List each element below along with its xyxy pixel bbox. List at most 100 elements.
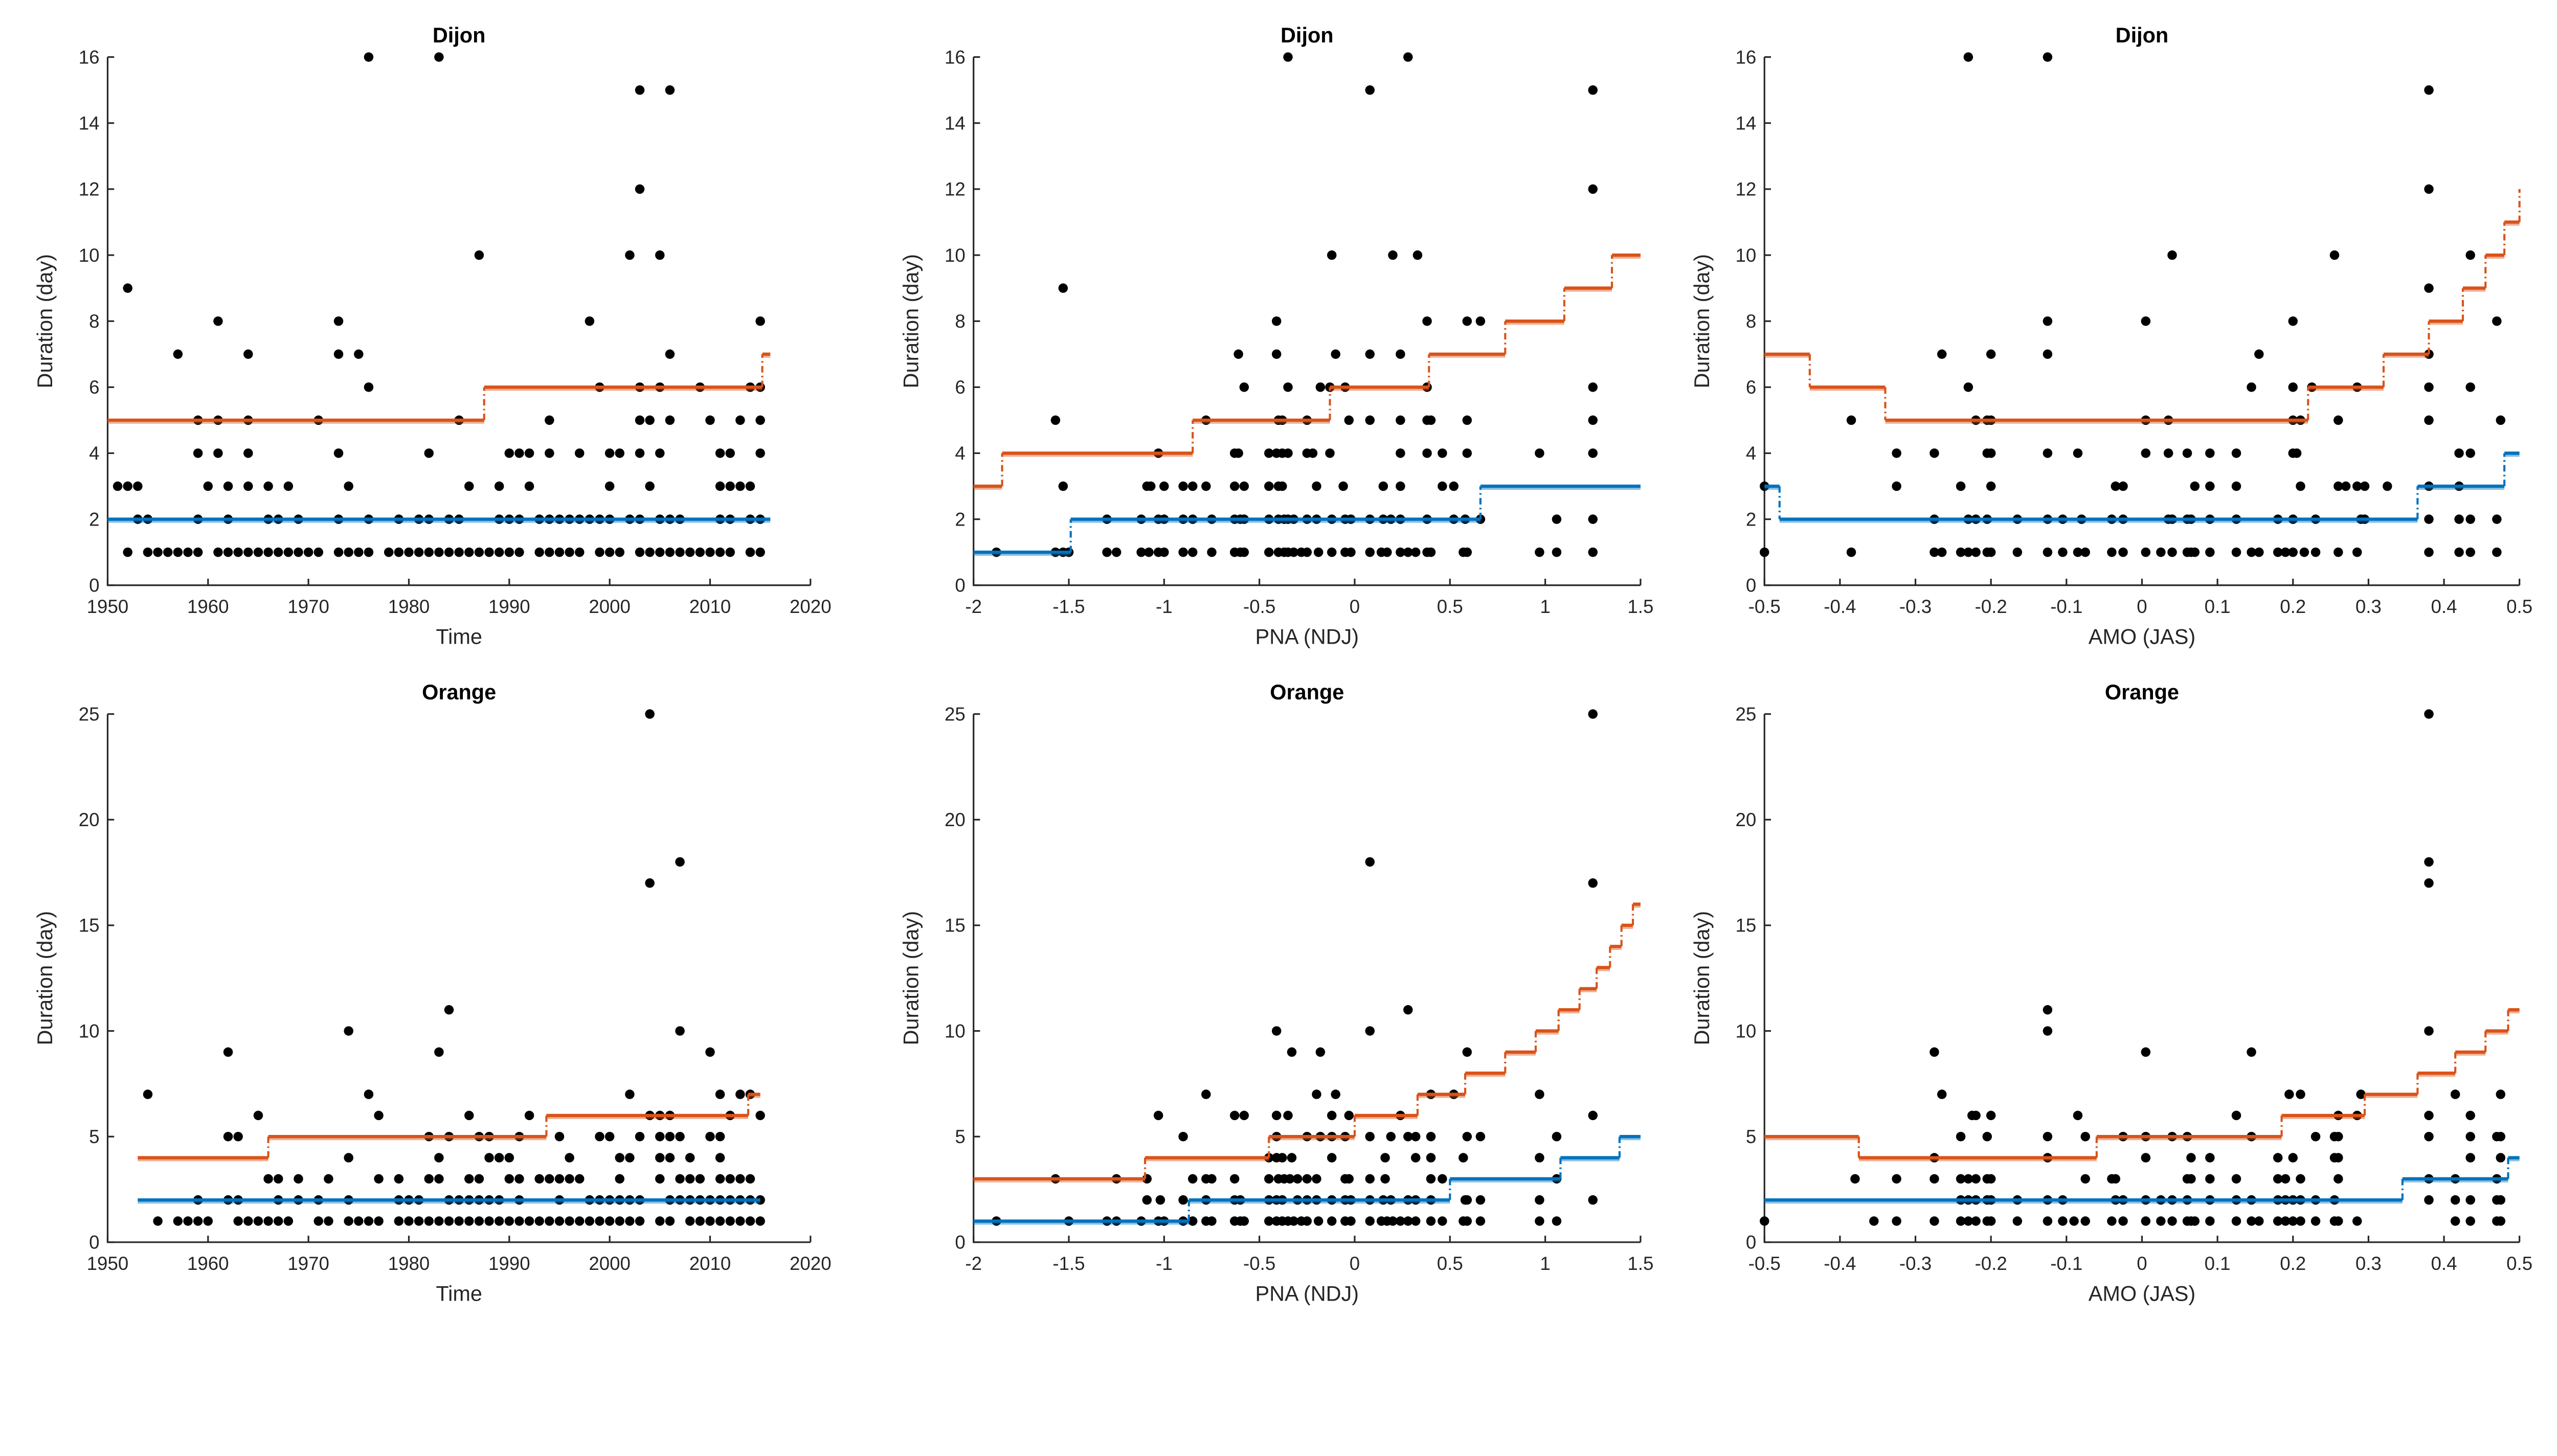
data-point <box>253 1216 263 1226</box>
data-point <box>2107 547 2117 557</box>
data-point <box>2156 547 2166 557</box>
data-point <box>705 1131 715 1142</box>
x-tick-label: 0.3 <box>2356 596 2382 617</box>
data-point <box>364 1216 374 1226</box>
data-point <box>173 547 183 557</box>
data-point <box>2465 250 2475 260</box>
data-point <box>655 1131 665 1142</box>
data-point <box>2424 415 2434 425</box>
data-point <box>1365 415 1375 425</box>
data-point <box>2334 1216 2343 1226</box>
data-point <box>2205 481 2215 491</box>
data-point <box>715 1216 725 1226</box>
x-tick-label: 1.5 <box>1627 1253 1653 1274</box>
data-point <box>1285 1174 1295 1184</box>
data-point <box>2296 1216 2305 1226</box>
y-axis-label: Duration (day) <box>1690 254 1714 389</box>
data-point <box>1396 349 1405 359</box>
y-axis-label: Duration (day) <box>899 254 923 389</box>
x-axis-label: AMO (JAS) <box>2089 1282 2195 1306</box>
data-point <box>193 1216 203 1226</box>
y-axis-label: Duration (day) <box>33 911 57 1045</box>
data-point <box>1178 1131 1188 1142</box>
data-point <box>1963 52 1973 62</box>
figure: 1950 1960 1970 1980 1990 2000 2010 202002468101… <box>33 23 2532 1306</box>
subplot-title: Orange <box>2105 680 2179 704</box>
data-point <box>514 547 524 557</box>
y-tick-label: 5 <box>1746 1126 1756 1147</box>
data-point <box>755 415 765 425</box>
data-point <box>1403 52 1413 62</box>
data-point <box>1986 1110 1996 1121</box>
data-point <box>163 547 173 557</box>
data-point <box>2465 1110 2475 1121</box>
data-point <box>474 1216 484 1226</box>
step-line-median <box>973 484 1641 556</box>
data-point <box>1403 547 1413 557</box>
data-point <box>715 481 725 491</box>
data-point <box>625 1153 635 1163</box>
data-point <box>715 547 725 557</box>
data-point <box>1535 1195 1544 1205</box>
data-point <box>1475 316 1486 326</box>
x-tick-label: -2 <box>965 1253 982 1274</box>
data-point <box>1239 382 1249 392</box>
data-point <box>1462 1131 1472 1142</box>
data-point <box>735 1216 745 1226</box>
data-point <box>1187 1216 1198 1226</box>
y-tick-label: 0 <box>89 1232 99 1253</box>
data-point <box>2111 1174 2121 1184</box>
data-point <box>675 1131 685 1142</box>
data-point <box>464 547 474 557</box>
data-point <box>735 415 745 425</box>
data-point <box>2424 283 2434 293</box>
data-point <box>745 1174 755 1184</box>
data-point <box>565 547 574 557</box>
data-point <box>2465 448 2475 458</box>
x-tick-label: 1 <box>1540 596 1550 617</box>
data-point <box>1308 448 1318 458</box>
data-point <box>374 1174 384 1184</box>
data-point <box>755 448 765 458</box>
data-point <box>1410 1131 1421 1142</box>
data-point <box>394 1174 404 1184</box>
data-point <box>2465 514 2475 524</box>
data-point <box>1142 1195 1152 1205</box>
data-point <box>324 1174 333 1184</box>
scatter-points <box>113 52 765 557</box>
data-point <box>1956 547 1966 557</box>
x-tick-label: 0.2 <box>2280 1253 2306 1274</box>
y-tick-label: 10 <box>1736 245 1757 266</box>
x-tick-label: 2000 <box>589 596 631 617</box>
data-point <box>354 349 364 359</box>
data-point <box>2167 1216 2177 1226</box>
data-point <box>1956 481 1966 491</box>
data-point <box>1388 1216 1398 1226</box>
step-line-upper <box>973 902 1641 1182</box>
data-point <box>1588 547 1598 557</box>
data-point <box>1396 481 1405 491</box>
data-point <box>1239 481 1249 491</box>
data-point <box>685 1153 695 1163</box>
data-point <box>585 1216 595 1226</box>
x-tick-label: 0 <box>1350 1253 1360 1274</box>
data-point <box>534 1174 544 1184</box>
data-point <box>1892 1216 1901 1226</box>
data-point <box>1315 382 1326 392</box>
data-point <box>1277 481 1287 491</box>
data-point <box>153 547 163 557</box>
x-tick-label: 1.5 <box>1627 596 1653 617</box>
data-point <box>1552 514 1562 524</box>
data-point <box>1239 547 1249 557</box>
data-point <box>1264 481 1274 491</box>
data-point <box>635 1216 645 1226</box>
data-point <box>464 1110 474 1121</box>
y-tick-label: 5 <box>955 1126 965 1147</box>
data-point <box>1283 382 1293 392</box>
data-point <box>1396 1216 1405 1226</box>
data-point <box>1956 1131 1966 1142</box>
data-point <box>233 1216 243 1226</box>
x-tick-label: 0.2 <box>2280 596 2306 617</box>
y-tick-label: 10 <box>79 1020 100 1041</box>
data-point <box>2080 1216 2090 1226</box>
